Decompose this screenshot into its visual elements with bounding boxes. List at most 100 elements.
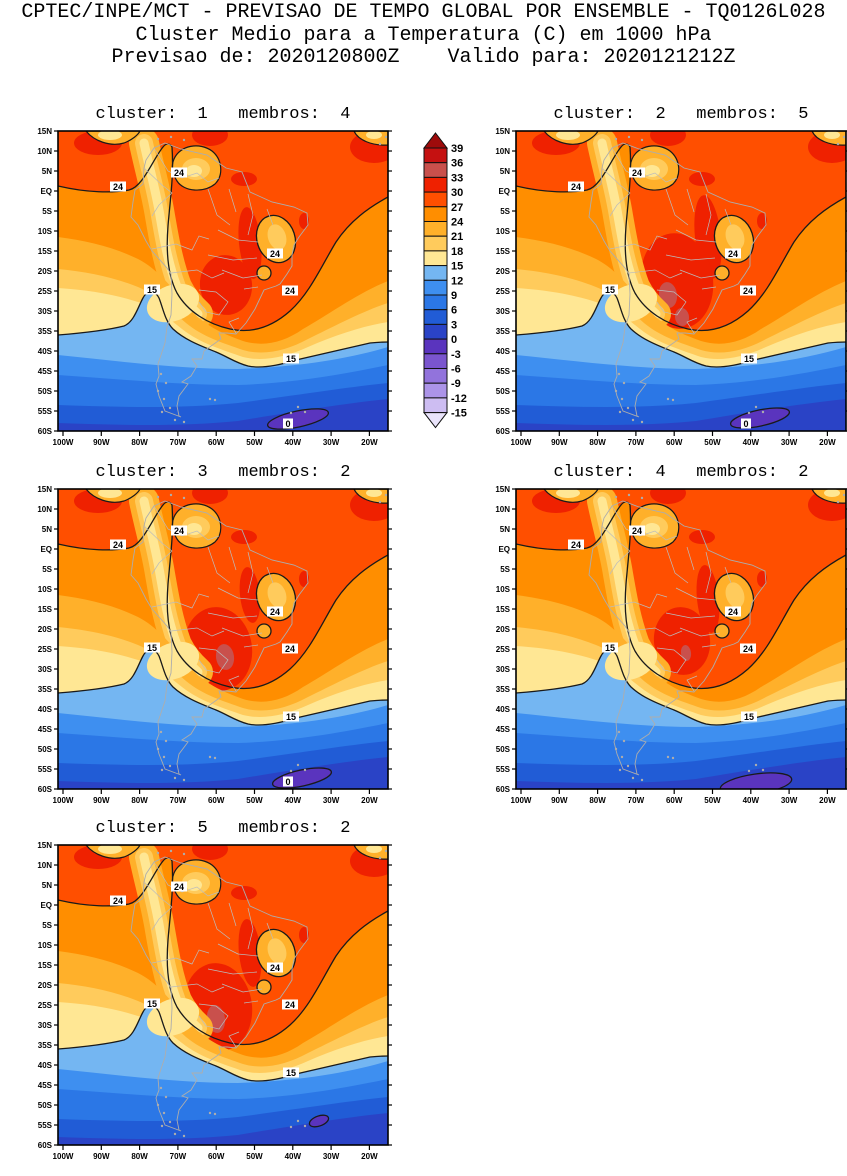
panel-title-cluster-4: cluster: 4 membros: 2 [553,463,809,482]
panel-cluster-4: cluster: 4 membros: 2 24 24 24 24 15 15 15N 10N 5… [484,463,847,820]
contour-label: 15 [283,1067,299,1078]
panel-cluster-1: cluster: 1 membros: 4 24 24 24 24 15 15 0 15N 10N… [26,105,402,462]
contour-label: 15 [144,642,160,653]
svg-text:15: 15 [286,1068,296,1078]
colorbar-cell [423,294,448,311]
lat-label: 10N [495,147,510,156]
colorbar-cell [423,250,448,267]
lat-label: 20S [496,625,511,634]
lat-label: 60S [496,785,511,794]
lon-label: 80W [131,438,148,447]
lat-label: 25S [496,287,511,296]
colorbar-level: 27 [451,202,463,214]
lat-label: 25S [38,645,53,654]
contour-label: 24 [171,881,187,892]
svg-text:15: 15 [286,354,296,364]
map-cluster-5: 24 24 24 24 15 15 15N 10N 5N EQ 5S 10S 15S 20S 25S 30S 3… [37,841,392,1161]
colorbar-level: 0 [451,334,457,346]
contour-label: 24 [740,285,756,296]
lon-label: 20W [361,796,378,805]
colorbar-cell [423,279,448,296]
lat-label: 35S [38,685,53,694]
lon-label: 40W [743,438,760,447]
panel-title-cluster-5: cluster: 5 membros: 2 [95,819,351,838]
contour-label: 0 [283,418,293,429]
lat-label: 40S [38,347,53,356]
colorbar-cell [423,221,448,237]
svg-text:0: 0 [285,777,290,787]
svg-text:24: 24 [174,882,184,892]
colorbar-level: 6 [451,305,457,317]
colorbar-arrow-down [422,412,449,429]
colorbar-cell [423,368,448,384]
map-cluster-3: 24 24 24 24 15 15 0 15N 10N 5N EQ 5S 10S 15S 20S 25S 30S… [37,485,392,805]
lat-label: 25S [38,1001,53,1010]
contour-label: 24 [171,525,187,536]
contour-label: 24 [282,999,298,1010]
colorbar-level: -9 [451,378,461,390]
colorbar-level: 3 [451,319,457,331]
lat-label: 40S [38,705,53,714]
lon-label: 70W [170,438,187,447]
lat-label: 15S [38,605,53,614]
lon-label: 60W [208,438,225,447]
svg-text:24: 24 [743,644,753,654]
svg-text:15: 15 [744,712,754,722]
lat-label: 55S [496,407,511,416]
colorbar-cell [423,206,448,223]
lat-label: 15S [38,961,53,970]
lat-label: 5S [500,565,510,574]
lon-label: 20W [819,438,836,447]
contour-label: 0 [741,418,751,429]
lat-label: 40S [38,1061,53,1070]
coastlines [130,856,309,1132]
svg-text:24: 24 [113,540,123,550]
lon-label: 80W [131,796,148,805]
lon-label: 20W [819,796,836,805]
panel-cluster-5: cluster: 5 membros: 2 24 24 24 24 15 15 15N 10N 5… [26,819,402,1176]
contour-label: 24 [568,181,584,192]
svg-text:24: 24 [285,286,295,296]
colorbar-cell [423,147,448,164]
contour-label: 15 [602,284,618,295]
colorbar-cell [423,191,448,208]
svg-text:24: 24 [571,182,581,192]
svg-text:15: 15 [605,285,615,295]
map-cluster-2: 24 24 24 24 15 15 0 15N 10N 5N EQ 5S 10S 15S 20S 25S 30S… [495,127,847,447]
svg-text:24: 24 [270,963,280,973]
contour-label: 24 [267,248,283,259]
contour-label: 15 [741,353,757,364]
colorbar-level: -15 [451,408,467,420]
colorbar-arrow-up [422,132,449,149]
lon-label: 40W [743,796,760,805]
lat-label: 5S [500,207,510,216]
contour-label: 24 [110,539,126,550]
colorbar-level: 18 [451,246,463,258]
lat-label: EQ [40,901,52,910]
colorbar-level: -3 [451,349,461,361]
colorbar-level: 39 [451,143,463,155]
colorbar-cell [423,323,448,340]
figure-title: CPTEC/INPE/MCT - PREVISAO DE TEMPO GLOBA… [21,1,826,24]
lat-label: 10N [37,147,52,156]
lat-label: 55S [38,765,53,774]
lat-label: 60S [38,427,53,436]
lon-label: 70W [170,796,187,805]
svg-text:24: 24 [728,607,738,617]
lat-label: 10N [37,505,52,514]
lat-label: EQ [498,545,510,554]
contour-label: 24 [171,167,187,178]
lon-label: 60W [666,796,683,805]
lat-label: 20S [496,267,511,276]
lat-label: 5N [42,167,52,176]
map-border [57,130,389,432]
contour-label: 24 [629,167,645,178]
lat-label: 10N [495,505,510,514]
svg-text:15: 15 [744,354,754,364]
lon-label: 40W [285,438,302,447]
map-border [515,488,847,790]
lat-label: 55S [38,1121,53,1130]
colorbar-cell [423,382,448,399]
colorbar-cell [423,353,448,370]
